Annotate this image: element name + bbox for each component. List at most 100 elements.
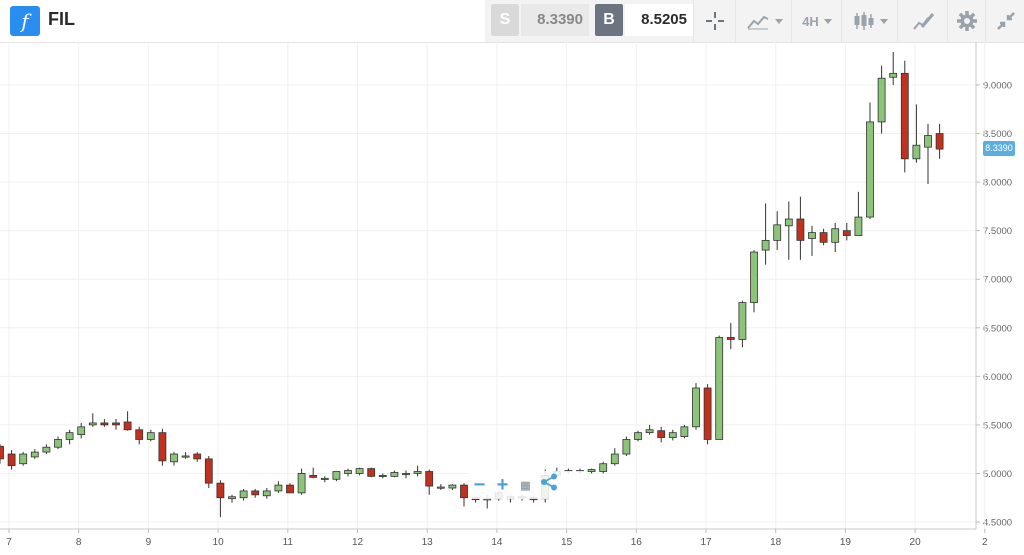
- price-chart[interactable]: 9.0000 8.5000 8.0000 7.5000 7.0000 6.5000 6.00…: [0, 42, 1024, 555]
- candle-up: [274, 484, 283, 492]
- sell-badge: S: [491, 4, 519, 36]
- candle-up: [854, 216, 863, 236]
- candle-up: [390, 472, 399, 477]
- candle-up: [30, 451, 39, 458]
- draw-icon: [913, 13, 934, 30]
- candle-up: [738, 302, 747, 340]
- zoom-out-button[interactable]: −: [473, 473, 486, 496]
- x-tick-label: 7: [6, 537, 12, 548]
- y-tick-label: 9.0000: [983, 81, 1012, 92]
- x-tick-label: 20: [910, 537, 922, 548]
- instrument-symbol: FIL: [48, 9, 75, 29]
- y-tick-label: 5.5000: [983, 420, 1012, 431]
- crosshair-button[interactable]: [693, 0, 736, 42]
- chart-type-button[interactable]: [735, 0, 792, 42]
- candle-down: [7, 453, 16, 467]
- candle-down: [703, 387, 712, 440]
- x-tick-label: 15: [561, 537, 573, 548]
- candle-up: [42, 446, 51, 453]
- share-icon: [540, 473, 557, 491]
- candle-up: [610, 453, 619, 465]
- interval-label: 4H: [802, 13, 819, 29]
- drag-handle-icon[interactable]: ▦: [520, 479, 531, 492]
- chevron-down-icon: [774, 18, 783, 24]
- candle-down: [367, 468, 376, 477]
- x-tick-label: 11: [283, 537, 294, 548]
- collapse-icon: [996, 12, 1015, 30]
- candle-down: [460, 484, 468, 499]
- candle-up: [355, 468, 364, 474]
- x-tick-label: 14: [491, 537, 503, 548]
- candle-up: [297, 473, 306, 494]
- x-tick-label: 18: [770, 537, 782, 548]
- candle-up: [750, 251, 758, 303]
- candle-up: [181, 455, 190, 458]
- candle-up: [320, 477, 329, 480]
- crosshair-icon: [706, 12, 724, 30]
- candle-up: [54, 439, 62, 448]
- settings-button[interactable]: [947, 0, 986, 42]
- x-tick-label: 16: [631, 537, 643, 548]
- y-tick-label: 4.5000: [983, 518, 1012, 529]
- candle-up: [587, 469, 596, 472]
- sell-button[interactable]: S 8.3390: [489, 4, 589, 36]
- buy-badge: B: [595, 4, 623, 36]
- candle-down: [286, 484, 294, 494]
- candle-up: [378, 474, 387, 477]
- share-button[interactable]: [537, 473, 560, 497]
- gear-icon: [957, 11, 977, 31]
- candle-up: [715, 337, 724, 440]
- candle-up: [668, 432, 677, 438]
- zoom-in-button[interactable]: +: [496, 473, 509, 496]
- y-tick-label: 8.5000: [983, 129, 1012, 140]
- candle-up: [332, 471, 341, 480]
- candle-up: [228, 496, 236, 500]
- candle-down: [726, 337, 735, 340]
- candle-style-button[interactable]: [841, 0, 898, 42]
- candle-up: [761, 239, 770, 251]
- candle-up: [692, 387, 700, 428]
- candle-up: [146, 432, 155, 440]
- candle-up: [77, 426, 86, 436]
- y-tick-label: 8.0000: [983, 178, 1012, 189]
- candle-up: [622, 439, 631, 455]
- interval-selector[interactable]: 4H: [791, 0, 842, 42]
- candle-down: [204, 458, 213, 484]
- x-tick-label: 19: [840, 537, 852, 548]
- x-tick-label: 17: [700, 537, 712, 548]
- buy-price: 8.5205: [625, 4, 693, 36]
- buy-button[interactable]: B 8.5205: [593, 4, 693, 36]
- x-tick-label: 8: [76, 537, 82, 548]
- candle-up: [448, 484, 457, 489]
- candle-up: [889, 72, 898, 78]
- toolbar-controls: S 8.3390 B 8.5205 4H: [485, 0, 1024, 42]
- candle-up: [170, 453, 178, 463]
- x-tick-label: 13: [422, 537, 434, 548]
- candle-up: [262, 490, 271, 497]
- candle-up: [680, 426, 689, 437]
- candle-down: [193, 453, 202, 460]
- x-tick-label: 2: [982, 537, 988, 548]
- candle-down: [216, 482, 225, 499]
- candle-up: [808, 232, 816, 239]
- zoom-controls: − + ▦: [468, 471, 586, 499]
- candle-down: [112, 422, 120, 426]
- candle-down: [900, 72, 909, 160]
- y-tick-label: 7.0000: [983, 275, 1012, 286]
- candle-up: [773, 224, 782, 241]
- candle-up: [344, 470, 352, 474]
- collapse-button[interactable]: [985, 0, 1024, 42]
- candle-up: [436, 486, 445, 489]
- candle-up: [88, 422, 97, 426]
- filecoin-logo-icon: f: [10, 6, 40, 36]
- candle-up: [866, 121, 874, 218]
- sell-price: 8.3390: [521, 4, 589, 36]
- y-tick-label: 6.0000: [983, 372, 1012, 383]
- candle-up: [634, 432, 642, 440]
- candle-up: [65, 432, 74, 440]
- candle-up: [784, 218, 793, 227]
- draw-tools-button[interactable]: [897, 0, 948, 42]
- candle-up: [599, 463, 608, 472]
- x-tick-label: 12: [352, 537, 364, 548]
- candle-up: [239, 490, 248, 499]
